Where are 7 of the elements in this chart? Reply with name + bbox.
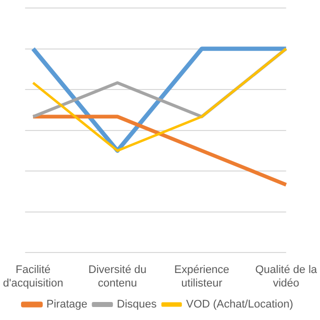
x-tick-label: Diversité du contenu xyxy=(88,264,146,290)
x-tick-label: Expérience utilisteur xyxy=(174,264,230,290)
legend-label: Disques xyxy=(116,298,158,311)
x-tick-label: Qualité de la vidéo xyxy=(255,264,318,290)
legend-label: Piratage xyxy=(46,298,88,311)
legend-label: VOD (Achat/Location) xyxy=(186,298,294,311)
x-tick-label: Facilité d'acquisition xyxy=(2,264,64,290)
